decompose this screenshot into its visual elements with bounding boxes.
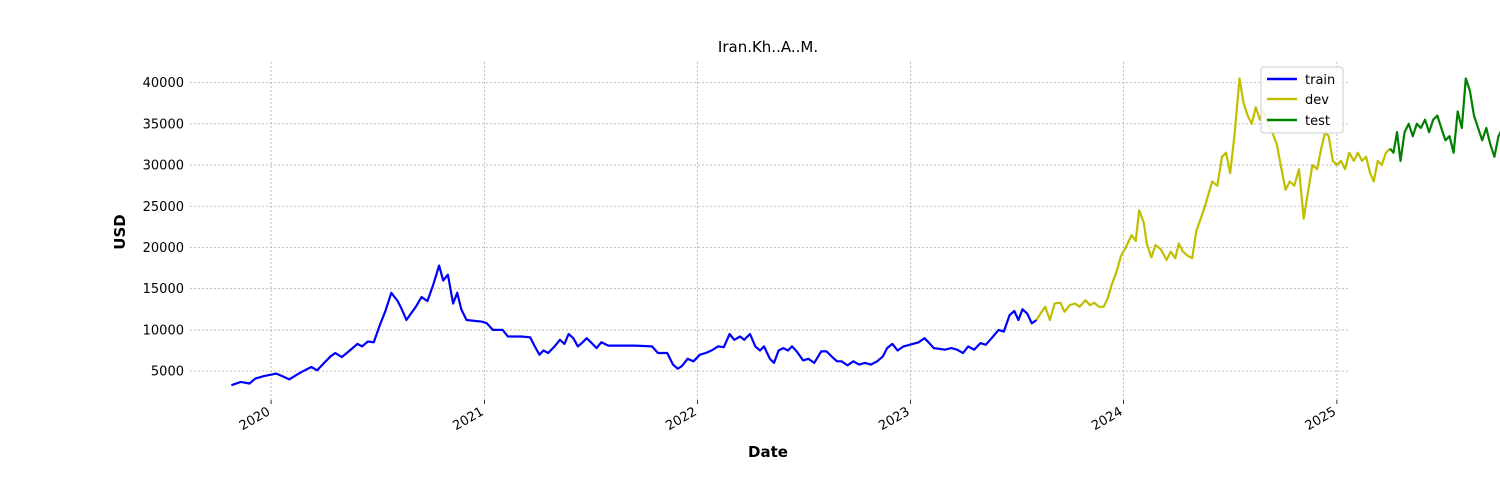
legend: train dev test xyxy=(1260,66,1344,134)
series-line-train xyxy=(231,264,1038,387)
y-tick-label: 35000 xyxy=(143,117,184,132)
y-tick-label: 5000 xyxy=(151,365,184,380)
y-tick-label: 20000 xyxy=(143,241,184,256)
y-tick-label: 40000 xyxy=(143,76,184,91)
y-tick-label: 10000 xyxy=(143,323,184,338)
x-axis-title: Date xyxy=(748,443,788,461)
legend-label-dev: dev xyxy=(1305,93,1329,108)
series-lines xyxy=(231,77,1500,387)
y-tick-label: 15000 xyxy=(143,282,184,297)
y-tick-label: 25000 xyxy=(143,200,184,215)
y-tick-label: 30000 xyxy=(143,159,184,174)
series-line-test xyxy=(1389,77,1500,162)
legend-label-test: test xyxy=(1305,114,1330,129)
y-axis-title: USD xyxy=(111,214,129,249)
legend-box xyxy=(1260,66,1344,134)
series-line-dev xyxy=(1035,77,1391,322)
legend-label-train: train xyxy=(1305,73,1335,88)
chart-title: Iran.Kh..A..M. xyxy=(718,38,818,56)
